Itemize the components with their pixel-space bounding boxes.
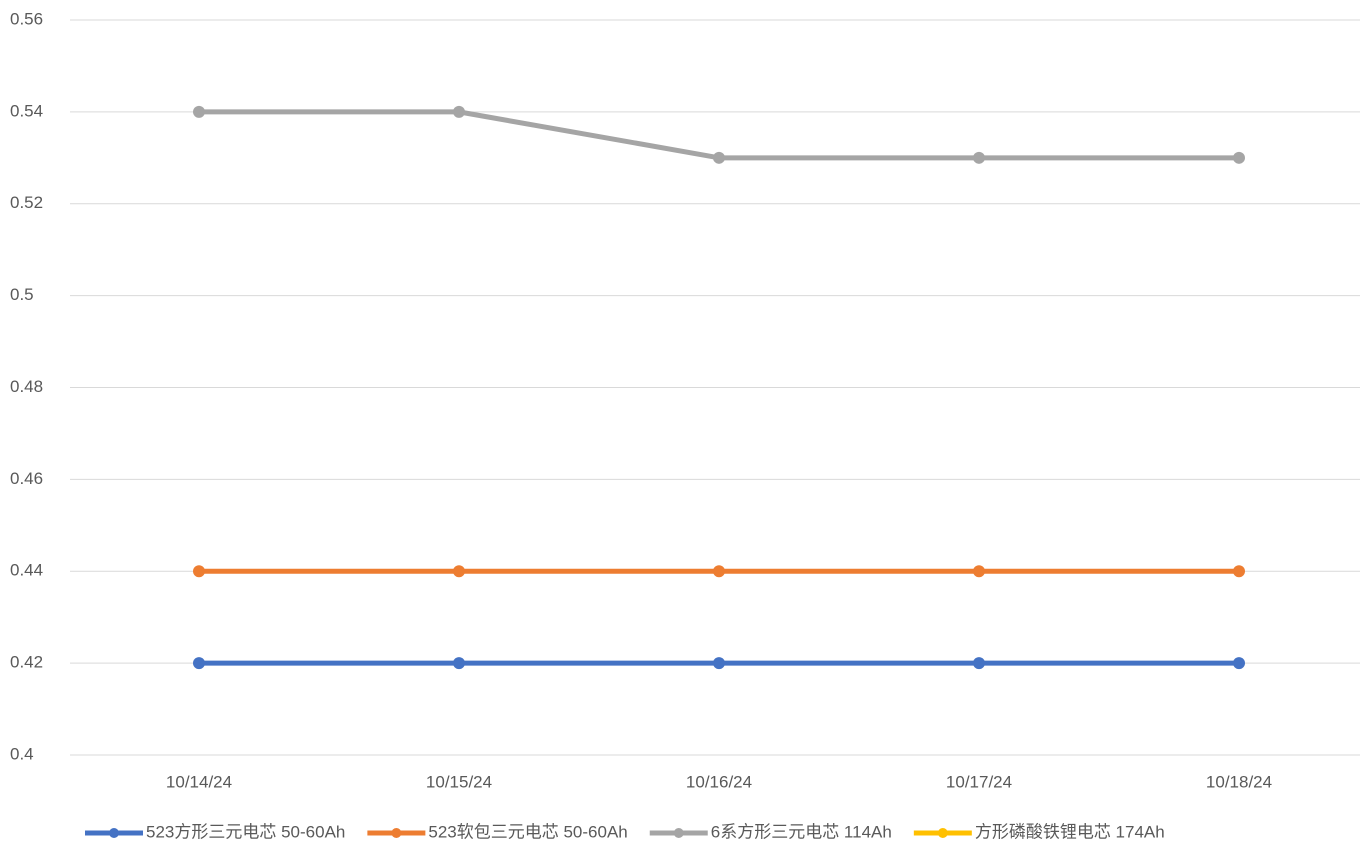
y-tick-label: 0.48 xyxy=(10,377,43,396)
point xyxy=(713,657,725,670)
x-tick-label: 10/17/24 xyxy=(946,772,1012,791)
point xyxy=(193,565,205,578)
y-tick-label: 0.52 xyxy=(10,193,43,212)
legend-marker xyxy=(937,828,948,838)
legend-marker xyxy=(673,828,684,838)
point xyxy=(973,565,985,578)
y-tick-label: 0.56 xyxy=(10,9,43,28)
x-tick-label: 10/18/24 xyxy=(1206,772,1272,791)
y-tick-label: 0.4 xyxy=(10,744,34,763)
point xyxy=(1233,565,1245,578)
y-tick-label: 0.42 xyxy=(10,653,43,672)
point xyxy=(713,565,725,578)
y-tick-label: 0.54 xyxy=(10,101,43,120)
series-line xyxy=(199,109,1239,161)
point xyxy=(973,657,985,670)
y-tick-label: 0.44 xyxy=(10,561,43,580)
x-tick-label: 10/16/24 xyxy=(686,772,752,791)
point xyxy=(1233,151,1245,164)
point xyxy=(193,657,205,670)
y-tick-label: 0.5 xyxy=(10,285,34,304)
point xyxy=(1233,657,1245,670)
legend-label: 523软包三元电芯 50-60Ah xyxy=(428,822,627,841)
point xyxy=(453,657,465,670)
legend-marker xyxy=(109,828,119,838)
legend-label: 6系方形三元电芯 114Ah xyxy=(711,822,892,841)
x-tick-label: 10/15/24 xyxy=(426,772,492,791)
point xyxy=(973,151,985,164)
point xyxy=(193,105,205,118)
legend-label: 523方形三元电芯 50-60Ah xyxy=(146,822,345,841)
point xyxy=(453,565,465,578)
point xyxy=(453,105,465,118)
point xyxy=(713,151,725,164)
x-tick-label: 10/14/24 xyxy=(166,772,232,791)
legend-label: 方形磷酸铁锂电芯 174Ah xyxy=(975,822,1165,841)
legend-marker xyxy=(391,828,402,838)
y-tick-label: 0.46 xyxy=(10,469,43,488)
